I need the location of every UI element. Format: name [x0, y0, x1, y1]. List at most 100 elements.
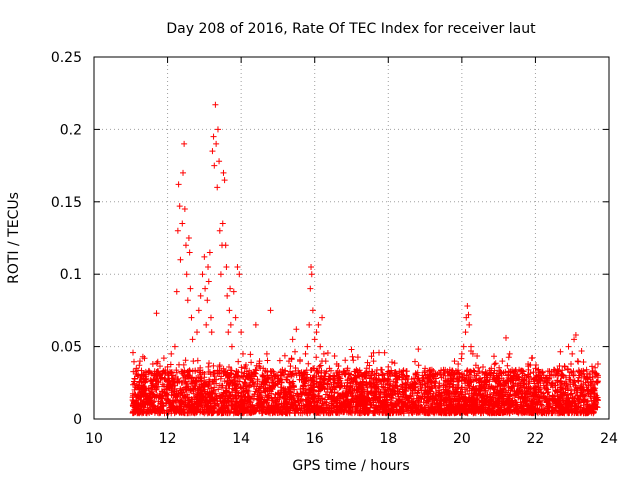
y-tick-label: 0.15: [51, 195, 82, 211]
data-point: [418, 387, 425, 394]
data-point: [151, 392, 158, 399]
data-point: [576, 372, 583, 379]
x-tick-label: 22: [527, 431, 545, 447]
data-point: [217, 271, 224, 278]
data-point: [205, 263, 212, 270]
data-point: [289, 336, 296, 343]
data-point: [219, 220, 226, 227]
data-point: [133, 365, 140, 372]
data-point: [532, 365, 539, 372]
data-point: [436, 384, 443, 391]
data-point: [209, 148, 216, 155]
data-point: [227, 321, 234, 328]
data-point: [306, 321, 313, 328]
data-point: [400, 384, 406, 391]
data-point: [311, 336, 318, 343]
data-point: [307, 285, 314, 292]
grid-lines: [94, 57, 609, 419]
data-point: [142, 378, 149, 385]
data-point: [309, 307, 316, 314]
data-point: [199, 271, 206, 278]
data-point: [213, 140, 220, 147]
data-point: [447, 372, 454, 379]
data-point: [226, 307, 233, 314]
data-point: [499, 358, 506, 365]
data-point: [159, 388, 166, 395]
data-point: [173, 288, 180, 295]
data-point: [153, 310, 160, 317]
data-point: [561, 363, 568, 370]
data-point: [326, 365, 333, 372]
data-point: [465, 311, 472, 318]
x-tick-label: 18: [379, 431, 397, 447]
data-point: [149, 360, 156, 367]
data-point: [223, 263, 230, 270]
data-point: [484, 372, 491, 379]
data-point: [565, 343, 572, 350]
data-point: [228, 343, 235, 350]
data-point: [591, 387, 598, 394]
data-point: [385, 363, 392, 370]
data-point: [407, 381, 414, 388]
data-point: [506, 350, 513, 357]
data-point: [337, 375, 344, 382]
data-point: [241, 365, 248, 372]
data-point: [464, 303, 471, 310]
data-point: [344, 379, 351, 386]
data-point: [444, 378, 451, 385]
data-point: [313, 329, 320, 336]
data-point: [396, 368, 403, 375]
data-point: [263, 350, 270, 357]
data-point: [308, 263, 315, 270]
data-point: [192, 368, 199, 375]
data-point: [355, 384, 362, 391]
data-point: [440, 366, 447, 373]
data-point: [188, 314, 195, 321]
data-point: [181, 206, 188, 213]
data-point: [455, 360, 462, 367]
data-point: [238, 329, 245, 336]
data-point: [322, 358, 329, 365]
data-point: [414, 369, 421, 376]
data-point: [433, 375, 440, 382]
data-point: [179, 220, 186, 227]
data-point: [230, 288, 237, 295]
data-point: [166, 384, 173, 391]
data-point: [462, 329, 469, 336]
data-point: [220, 169, 227, 176]
data-point: [282, 368, 289, 375]
data-point: [183, 271, 190, 278]
data-point: [392, 379, 399, 386]
data-point: [488, 365, 495, 372]
data-point: [466, 321, 473, 328]
data-point: [205, 278, 212, 285]
data-point: [491, 375, 498, 382]
data-point: [366, 375, 373, 382]
data-point: [293, 326, 300, 333]
data-point: [320, 350, 327, 357]
data-point: [162, 376, 169, 383]
x-axis-label: GPS time / hours: [292, 458, 409, 474]
data-point: [302, 350, 309, 357]
data-point: [352, 372, 359, 379]
data-point: [182, 242, 189, 249]
data-point: [252, 321, 259, 328]
data-point: [348, 346, 355, 353]
data-point: [521, 372, 528, 379]
data-point: [239, 350, 246, 357]
data-point: [129, 394, 136, 401]
data-point: [135, 384, 142, 391]
data-point: [359, 378, 366, 385]
data-point: [377, 366, 384, 373]
data-point: [594, 360, 601, 367]
data-point: [207, 314, 214, 321]
data-point: [176, 203, 183, 210]
axis-ticks: [93, 56, 610, 420]
data-point: [297, 358, 303, 365]
data-point: [525, 360, 532, 367]
data-point: [429, 372, 436, 379]
x-tick-label: 24: [600, 431, 618, 447]
data-point: [503, 334, 509, 341]
data-point: [195, 307, 202, 314]
